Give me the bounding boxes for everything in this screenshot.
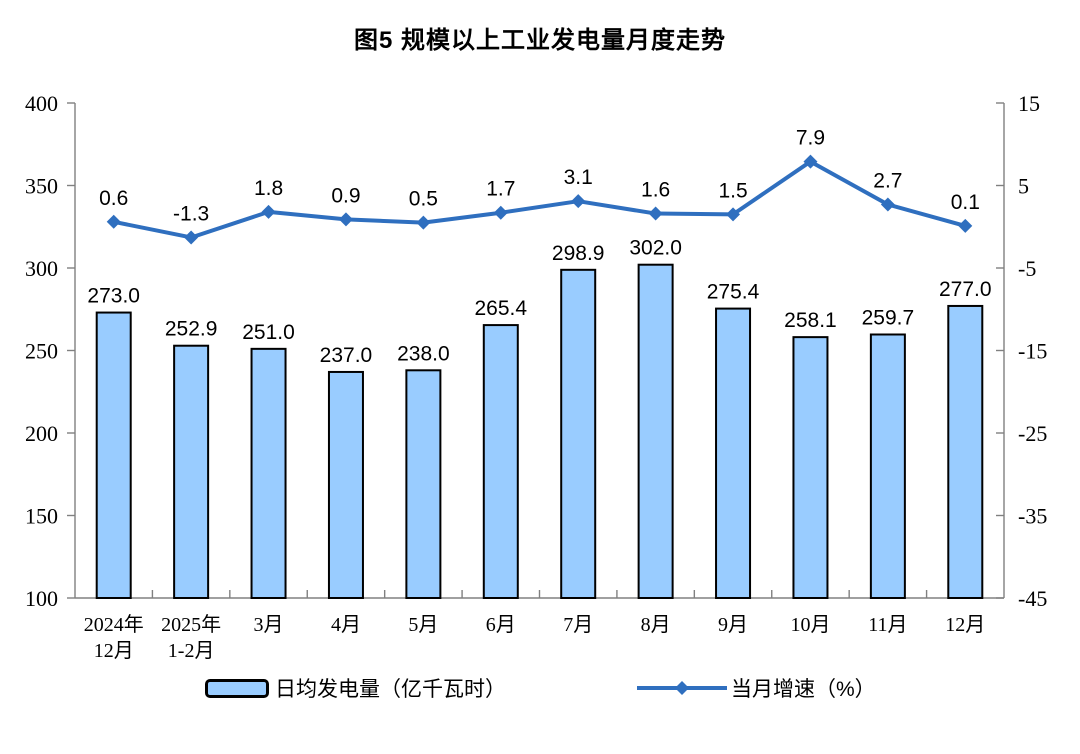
y-axis-right-tick-label: 5	[1018, 174, 1029, 199]
bar-value-label: 258.1	[784, 309, 837, 332]
x-axis-category-label: 8月	[641, 614, 671, 636]
growth-line	[113, 159, 966, 240]
line-value-label: 2.7	[873, 169, 902, 192]
chart-title: 图5 规模以上工业发电量月度走势	[353, 27, 726, 54]
y-axis-right-tick-label: -35	[1018, 504, 1047, 529]
x-axis-category-label: 1-2月	[168, 640, 215, 662]
line-marker-diamond-icon	[106, 214, 121, 229]
legend-item-bars: 日均发电量（亿千瓦时）	[205, 672, 506, 704]
line-marker-diamond-icon	[184, 230, 199, 245]
bar	[95, 311, 132, 599]
x-axis-category-label: 12月	[945, 614, 985, 636]
y-axis-left-tick-label: 150	[25, 504, 58, 529]
bar-value-label: 252.9	[165, 318, 218, 341]
y-axis-left-tick-label: 300	[25, 256, 58, 281]
legend-line-label: 当月增速（%）	[731, 678, 876, 701]
line-value-label: -1.3	[173, 202, 209, 225]
y-axis-right-tick-label: -15	[1018, 339, 1047, 364]
x-axis-category-label: 4月	[331, 614, 361, 636]
y-axis-left-tick-label: 350	[25, 174, 58, 199]
line-marker-diamond-icon	[726, 207, 741, 222]
x-axis-category-label: 5月	[408, 614, 438, 636]
bar-value-label: 302.0	[629, 237, 682, 260]
x-axis-category-label: 12月	[94, 640, 134, 662]
bar-value-label: 275.4	[707, 281, 760, 304]
bar	[173, 344, 210, 599]
y-axis-left-tick-label: 200	[25, 421, 58, 446]
x-axis-category-label: 2024年	[84, 613, 144, 636]
x-axis-category-label: 10月	[790, 614, 830, 636]
bar	[560, 268, 597, 599]
line-marker-diamond-icon	[571, 194, 586, 209]
y-axis-right-tick-label: -5	[1018, 256, 1036, 281]
line-value-label: 1.6	[641, 179, 670, 202]
line-value-label: 1.5	[718, 179, 747, 202]
line-value-label: 0.5	[409, 188, 438, 211]
bar-value-label: 277.0	[939, 278, 992, 301]
line-marker-diamond-icon	[261, 204, 276, 219]
x-axis-category-label: 3月	[254, 614, 284, 636]
y-axis-left-tick-label: 250	[25, 339, 58, 364]
bar-value-label: 265.4	[475, 297, 528, 320]
line-value-label: 1.8	[254, 177, 283, 200]
bar	[869, 333, 906, 599]
bar-value-label: 298.9	[552, 242, 605, 265]
line-value-label: 0.6	[99, 187, 128, 210]
bar	[792, 336, 829, 599]
line-marker-diamond-icon	[958, 218, 973, 233]
legend: 日均发电量（亿千瓦时） 当月增速（%）	[0, 672, 1080, 704]
bar-value-label: 251.0	[242, 321, 295, 344]
line-value-label: 0.1	[951, 191, 980, 214]
y-axis-right-tick-label: 15	[1018, 91, 1040, 116]
x-axis-category-label: 2025年	[161, 613, 221, 636]
line-marker-diamond-icon	[880, 197, 895, 212]
bar-value-label: 238.0	[397, 342, 450, 365]
x-axis-category-label: 6月	[486, 614, 516, 636]
bar	[327, 370, 364, 600]
bar-series-swatch-icon	[205, 678, 269, 698]
x-axis-category-label: 9月	[718, 614, 748, 636]
line-marker-diamond-icon	[648, 206, 663, 221]
bar	[250, 347, 287, 599]
y-axis-right-tick-label: -45	[1018, 586, 1047, 611]
legend-item-line: 当月增速（%）	[637, 672, 876, 704]
bar	[637, 263, 674, 599]
line-value-label: 1.7	[486, 178, 515, 201]
bar-value-label: 273.0	[87, 285, 140, 308]
bar-value-label: 259.7	[862, 306, 915, 329]
line-marker-diamond-icon	[338, 212, 353, 227]
bar	[947, 304, 984, 599]
y-axis-left-tick-label: 400	[25, 91, 58, 116]
line-marker-diamond-icon	[493, 205, 508, 220]
y-axis-left-tick-label: 100	[25, 586, 58, 611]
x-axis-category-label: 11月	[868, 614, 907, 636]
y-axis-right-tick-label: -25	[1018, 421, 1047, 446]
line-value-label: 7.9	[796, 127, 825, 150]
bar-value-label: 237.0	[320, 344, 373, 367]
legend-bars-label: 日均发电量（亿千瓦时）	[275, 678, 506, 701]
bar	[715, 307, 752, 599]
bar	[482, 324, 519, 599]
line-series-swatch-icon	[637, 681, 727, 695]
x-axis-category-label: 7月	[563, 614, 593, 636]
line-value-label: 3.1	[564, 166, 593, 189]
line-value-label: 0.9	[331, 184, 360, 207]
line-marker-diamond-icon	[416, 215, 431, 230]
line-marker-diamond-icon	[803, 154, 818, 169]
bar	[405, 369, 442, 599]
